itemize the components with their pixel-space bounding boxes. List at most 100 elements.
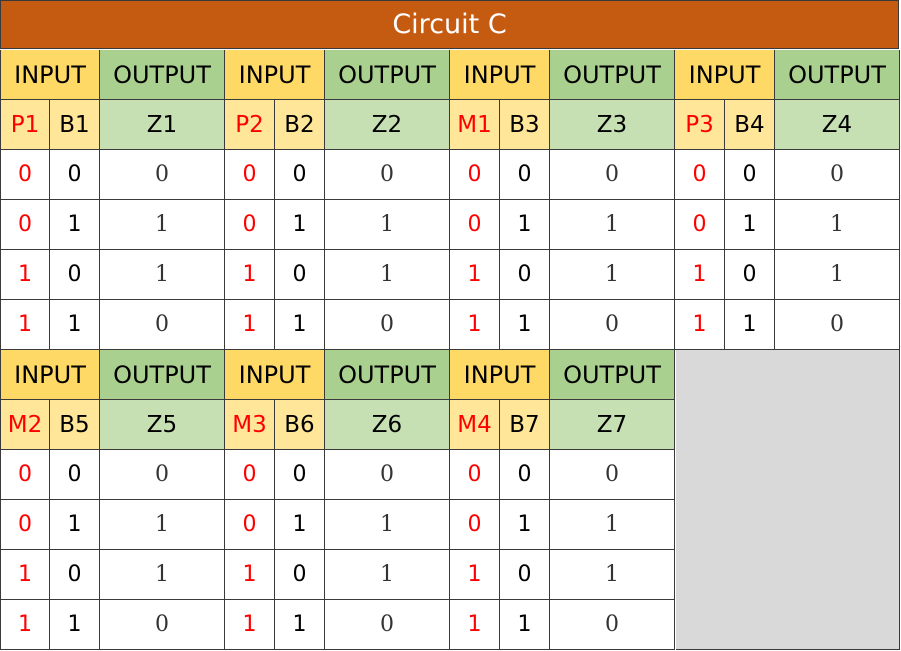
cell-z4-row3: 1 — [775, 250, 900, 300]
cell-b6-row1: 0 — [275, 450, 325, 500]
cell-z4-row2: 1 — [775, 200, 900, 250]
cell-m4-row3: 1 — [450, 550, 500, 600]
output-header-2: OUTPUT — [325, 50, 450, 100]
cell-p3-row4: 1 — [675, 300, 725, 350]
input-header-2: INPUT — [225, 50, 325, 100]
input-name-b6: B6 — [275, 400, 325, 450]
input-name-b3: B3 — [500, 100, 550, 150]
input-name-p1: P1 — [0, 100, 50, 150]
output-header-6: OUTPUT — [325, 350, 450, 400]
cell-b7-row1: 0 — [500, 450, 550, 500]
cell-m1-row4: 1 — [450, 300, 500, 350]
cell-m4-row1: 0 — [450, 450, 500, 500]
cell-p3-row3: 1 — [675, 250, 725, 300]
input-header-1: INPUT — [0, 50, 100, 100]
cell-z6-row2: 1 — [325, 500, 450, 550]
input-name-b5: B5 — [50, 400, 100, 450]
cell-b2-row2: 1 — [275, 200, 325, 250]
cell-m1-row3: 1 — [450, 250, 500, 300]
input-name-p3: P3 — [675, 100, 725, 150]
cell-m2-row4: 1 — [0, 600, 50, 650]
input-name-b2: B2 — [275, 100, 325, 150]
output-header-3: OUTPUT — [550, 50, 675, 100]
input-name-p2: P2 — [225, 100, 275, 150]
cell-p1-row3: 1 — [0, 250, 50, 300]
cell-b2-row3: 0 — [275, 250, 325, 300]
output-name-z7: Z7 — [550, 400, 675, 450]
cell-z7-row3: 1 — [550, 550, 675, 600]
input-name-m2: M2 — [0, 400, 50, 450]
cell-b4-row3: 0 — [725, 250, 775, 300]
output-header-5: OUTPUT — [100, 350, 225, 400]
cell-p2-row3: 1 — [225, 250, 275, 300]
cell-b1-row4: 1 — [50, 300, 100, 350]
cell-b2-row4: 1 — [275, 300, 325, 350]
cell-m3-row3: 1 — [225, 550, 275, 600]
cell-m4-row2: 0 — [450, 500, 500, 550]
cell-b3-row4: 1 — [500, 300, 550, 350]
cell-b5-row3: 0 — [50, 550, 100, 600]
cell-m4-row4: 1 — [450, 600, 500, 650]
input-header-7: INPUT — [450, 350, 550, 400]
input-name-m4: M4 — [450, 400, 500, 450]
cell-m2-row1: 0 — [0, 450, 50, 500]
cell-z5-row2: 1 — [100, 500, 225, 550]
cell-z6-row4: 0 — [325, 600, 450, 650]
input-header-5: INPUT — [0, 350, 100, 400]
input-name-b4: B4 — [725, 100, 775, 150]
cell-z7-row2: 1 — [550, 500, 675, 550]
output-header-1: OUTPUT — [100, 50, 225, 100]
cell-z1-row4: 0 — [100, 300, 225, 350]
cell-b3-row2: 1 — [500, 200, 550, 250]
cell-z7-row1: 0 — [550, 450, 675, 500]
cell-p1-row1: 0 — [0, 150, 50, 200]
cell-z3-row1: 0 — [550, 150, 675, 200]
cell-b7-row4: 1 — [500, 600, 550, 650]
cell-z5-row1: 0 — [100, 450, 225, 500]
cell-z4-row1: 0 — [775, 150, 900, 200]
input-name-m3: M3 — [225, 400, 275, 450]
cell-b5-row2: 1 — [50, 500, 100, 550]
cell-p3-row2: 0 — [675, 200, 725, 250]
output-name-z4: Z4 — [775, 100, 900, 150]
cell-b6-row3: 0 — [275, 550, 325, 600]
cell-z1-row3: 1 — [100, 250, 225, 300]
output-name-z3: Z3 — [550, 100, 675, 150]
cell-p2-row2: 0 — [225, 200, 275, 250]
cell-z2-row4: 0 — [325, 300, 450, 350]
output-name-z2: Z2 — [325, 100, 450, 150]
cell-z2-row1: 0 — [325, 150, 450, 200]
cell-z2-row2: 1 — [325, 200, 450, 250]
cell-m1-row1: 0 — [450, 150, 500, 200]
cell-z5-row4: 0 — [100, 600, 225, 650]
cell-p2-row4: 1 — [225, 300, 275, 350]
cell-z6-row1: 0 — [325, 450, 450, 500]
input-header-4: INPUT — [675, 50, 775, 100]
cell-b1-row3: 0 — [50, 250, 100, 300]
output-name-z5: Z5 — [100, 400, 225, 450]
cell-b5-row1: 0 — [50, 450, 100, 500]
cell-b3-row3: 0 — [500, 250, 550, 300]
cell-m2-row3: 1 — [0, 550, 50, 600]
cell-p1-row2: 0 — [0, 200, 50, 250]
cell-z3-row3: 1 — [550, 250, 675, 300]
cell-z3-row2: 1 — [550, 200, 675, 250]
cell-p1-row4: 1 — [0, 300, 50, 350]
cell-b5-row4: 1 — [50, 600, 100, 650]
sheet-title: Circuit C — [0, 0, 899, 49]
cell-z1-row2: 1 — [100, 200, 225, 250]
cell-m3-row4: 1 — [225, 600, 275, 650]
cell-b4-row1: 0 — [725, 150, 775, 200]
cell-z5-row3: 1 — [100, 550, 225, 600]
cell-p3-row1: 0 — [675, 150, 725, 200]
cell-z3-row4: 0 — [550, 300, 675, 350]
cell-b1-row1: 0 — [50, 150, 100, 200]
input-name-m1: M1 — [450, 100, 500, 150]
cell-b4-row2: 1 — [725, 200, 775, 250]
cell-b7-row2: 1 — [500, 500, 550, 550]
cell-b4-row4: 1 — [725, 300, 775, 350]
cell-z6-row3: 1 — [325, 550, 450, 600]
cell-b7-row3: 0 — [500, 550, 550, 600]
input-header-3: INPUT — [450, 50, 550, 100]
